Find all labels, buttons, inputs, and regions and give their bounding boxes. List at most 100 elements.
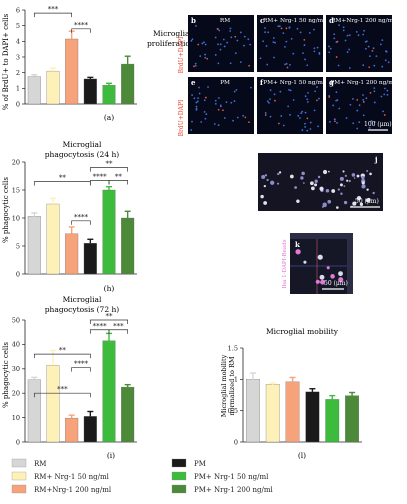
micrograph-cell-dot [199,55,202,58]
micrograph-cell-dot [351,98,354,100]
micrograph-cell-dot [190,129,193,131]
micrograph-cell-dot [288,26,291,29]
chart-h-bar [83,243,97,275]
micrograph-cell-dot [214,102,217,105]
micrograph-j-cell [343,185,346,188]
micrograph-c-letter: c [260,16,264,25]
micrograph-cell-dot [289,89,292,92]
micrograph-cell-dot [382,110,384,113]
legend-swatch-PM [171,458,187,468]
micrograph-cell-dot [373,101,376,104]
micrograph-cell-dot [229,62,232,65]
chart-a-bar [121,63,135,105]
chart-a-panel-label: (a) [104,113,114,122]
micrograph-cell-dot [289,113,291,116]
micrograph-cell-dot [207,86,209,88]
micrograph-j-cell [300,176,304,180]
chart-i-sig-bracket [89,319,129,324]
micrograph-cell-dot [277,122,280,125]
legend-swatch-RM [11,458,27,468]
micrograph-cell-dot [191,94,193,96]
micrograph-cell-dot [356,109,359,112]
micrograph-k-cell [320,279,325,285]
micrograph-cell-dot [307,92,309,94]
chart-i-ytick-label: 10 [12,414,20,422]
micrograph-cell-dot [195,105,198,108]
micrograph-cell-dot [204,117,207,120]
micrograph-cell-dot [306,129,309,132]
micrograph-cell-dot [336,40,339,43]
chart-a-title-line2: proliferation [147,39,195,48]
legend-label-PM: PM [194,460,206,468]
micrograph-cell-dot [234,52,237,55]
chart-h-title-line1: Microglial [63,140,102,149]
micrograph-cell-dot [348,34,351,37]
micrograph-cell-dot [370,120,373,122]
micrograph-cell-dot [313,28,315,31]
micrograph-cell-dot [274,99,276,102]
chart-i-panel-label: (i) [107,451,115,460]
micrograph-cell-dot [301,129,304,131]
micrograph-cell-dot [373,64,376,67]
micrograph-cell-dot [348,67,351,69]
micrograph-cell-dot [284,45,286,48]
chart-i-bar [27,379,41,443]
chart-h-ytick-label: 0 [16,270,20,278]
micrograph-cell-dot [358,121,361,124]
chart-a-sig-bracket [71,28,91,33]
chart-h-ytick-label: 10 [12,214,20,222]
micrograph-cell-dot [306,101,309,103]
chart-i-sig-label: **** [93,322,108,330]
micrograph-cell-dot [309,121,312,124]
legend-label-PM_nrg200: PM+ Nrg-1 200 ng/ml [194,486,274,494]
micrograph-cell-dot [336,99,339,101]
micrograph-k-cell [330,274,335,279]
micrograph-cell-dot [333,118,336,121]
micrograph-cell-dot [233,100,236,102]
micrograph-j: j 50 (μm) [258,153,383,211]
micrograph-cell-dot [313,109,316,112]
micrograph-cell-dot [194,64,197,67]
micrograph-cell-dot [286,66,289,69]
micrograph-cell-dot [333,33,336,36]
micrograph-cell-dot [362,64,365,67]
micrograph-cell-dot [266,63,269,66]
micrograph-cell-dot [203,41,205,44]
legend-swatch-PM_nrg200 [171,484,187,494]
chart-i-title-line1: Microglial [63,295,102,304]
micrograph-cell-dot [243,35,246,38]
micrograph-cell-dot [219,105,222,108]
micrograph-cell-dot [384,59,387,62]
micrograph-j-cell [328,170,330,173]
micrograph-cell-dot [272,37,275,39]
micrograph-cell-dot [230,36,233,39]
chart-a-bar [27,76,41,105]
micrograph-cell-dot [368,126,371,129]
micrograph-cell-dot [236,39,239,42]
micrograph-cell-dot [328,51,331,54]
micrograph-cell-dot [195,25,197,27]
micrograph-j-cell [348,179,351,183]
chart-h-sig-bracket [89,180,110,185]
micrograph-cell-dot [316,46,319,49]
micrograph-cell-dot [309,128,312,130]
micrograph-cell-dot [222,38,225,41]
chart-i-ytick-label: 50 [12,316,20,324]
micrograph-cell-dot [349,103,352,106]
micrograph-cell-dot [204,43,207,46]
micrograph-cell-dot [236,116,239,119]
chart-h-sig-label: ** [115,173,123,181]
micrograph-cell-dot [300,112,303,115]
micrograph-cell-dot [269,98,271,101]
chart-h-ytick-label: 5 [16,242,20,250]
chart-l-panel-label: (l) [298,451,306,460]
micrograph-cell-dot [225,101,228,104]
micrograph-cell-dot [274,41,276,44]
chart-l-bar [246,379,260,443]
micrograph-j-cell [301,171,305,176]
micrograph-j-cell [361,175,365,180]
micrograph-k-yz-strip [347,233,353,294]
micrograph-cell-dot [262,40,265,43]
micrograph-cell-dot [299,31,302,34]
micrograph-cell-dot [234,35,237,38]
